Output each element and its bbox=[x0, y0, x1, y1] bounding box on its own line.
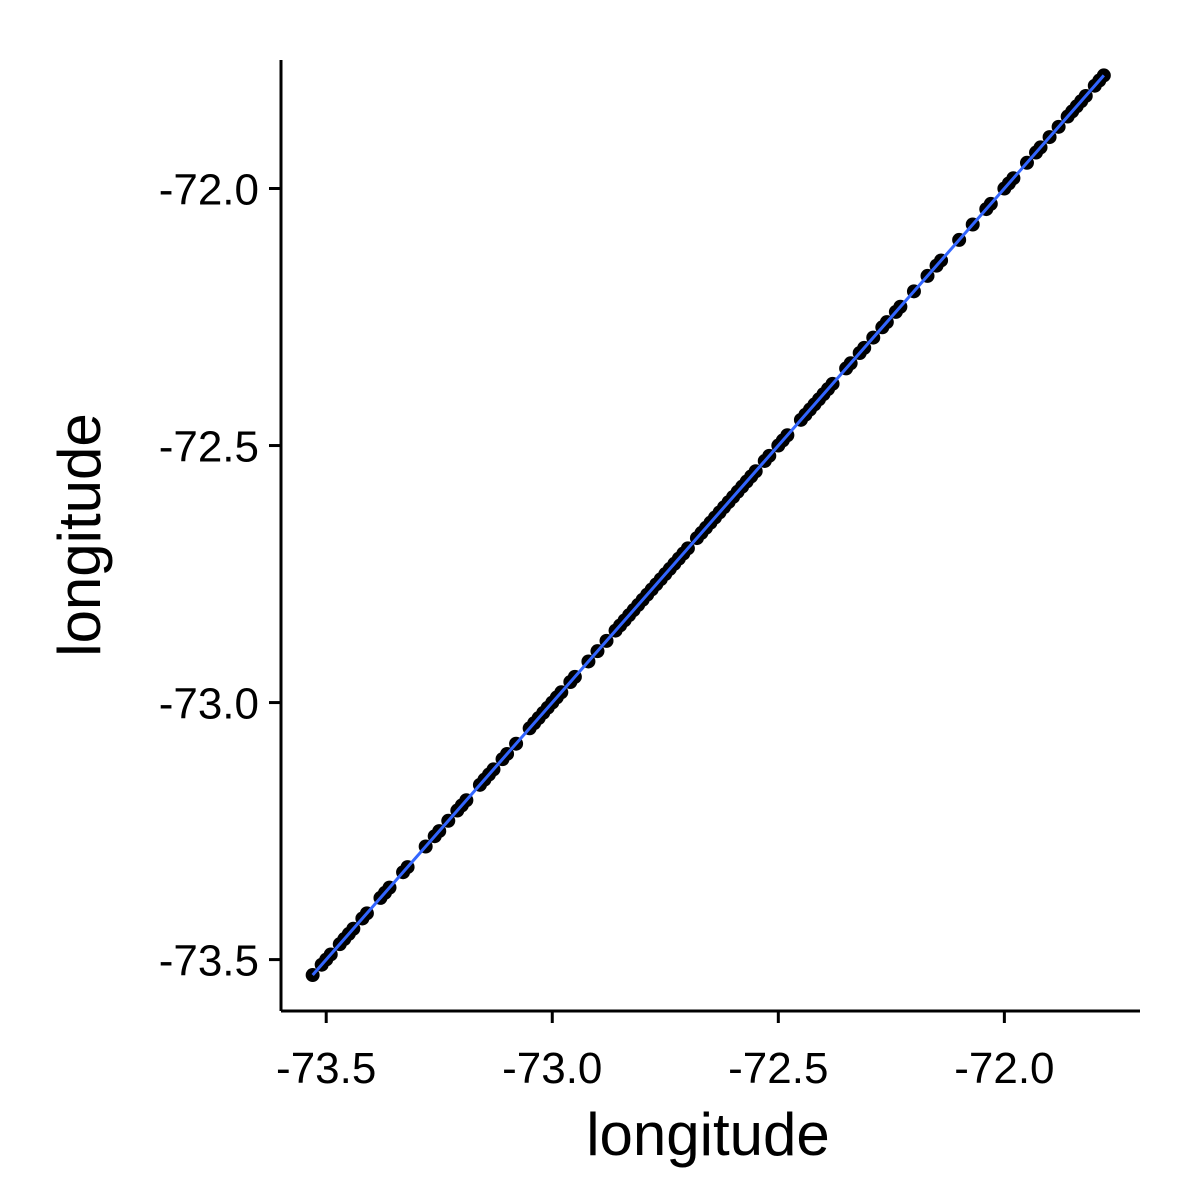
x-tick-label: -73.0 bbox=[502, 1044, 602, 1093]
y-tick-label: -73.0 bbox=[159, 680, 259, 729]
x-tick-label: -72.0 bbox=[954, 1044, 1054, 1093]
y-axis-title: longitude bbox=[46, 413, 113, 657]
fit-line-layer bbox=[311, 74, 1105, 977]
x-tick-label: -73.5 bbox=[276, 1044, 376, 1093]
x-axis-ticks: -73.5 -73.0 -72.5 -72.0 bbox=[276, 1011, 1055, 1093]
x-axis-title: longitude bbox=[586, 1101, 830, 1168]
y-tick-label: -72.0 bbox=[159, 166, 259, 215]
y-axis-ticks: -73.5 -73.0 -72.5 -72.0 bbox=[159, 166, 281, 986]
x-tick-label: -72.5 bbox=[728, 1044, 828, 1093]
fit-line bbox=[311, 74, 1105, 977]
y-tick-label: -72.5 bbox=[159, 423, 259, 472]
y-tick-label: -73.5 bbox=[159, 937, 259, 986]
